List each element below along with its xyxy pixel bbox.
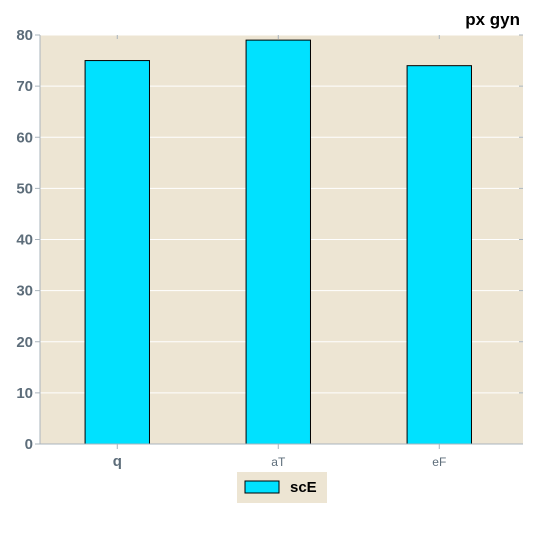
bar-eF — [406, 65, 472, 445]
legend-label: scE — [290, 479, 317, 496]
y-tick-label: 50 — [16, 180, 33, 197]
legend-swatch — [244, 480, 280, 494]
y-tick-label: 70 — [16, 78, 33, 95]
y-tick-label: 10 — [16, 385, 33, 402]
bar-q — [84, 60, 150, 445]
x-tick-label: q — [113, 453, 122, 470]
x-tick-label: eF — [432, 455, 446, 469]
y-tick-label: 30 — [16, 283, 33, 300]
x-axis-ticks: q aT eF — [113, 35, 446, 470]
y-tick-label: 60 — [16, 129, 33, 146]
x-tick-label: aT — [271, 455, 286, 469]
bar-aT — [245, 39, 311, 445]
y-tick-label: 0 — [25, 436, 33, 453]
y-tick-label: 20 — [16, 334, 33, 351]
chart-title: px gyn — [465, 10, 520, 29]
y-tick-label: 80 — [16, 27, 33, 44]
bars — [84, 39, 472, 445]
legend: scE — [237, 472, 327, 503]
y-tick-label: 40 — [16, 232, 33, 249]
y-axis-ticks: 0 10 20 30 40 50 60 70 80 — [16, 27, 523, 453]
